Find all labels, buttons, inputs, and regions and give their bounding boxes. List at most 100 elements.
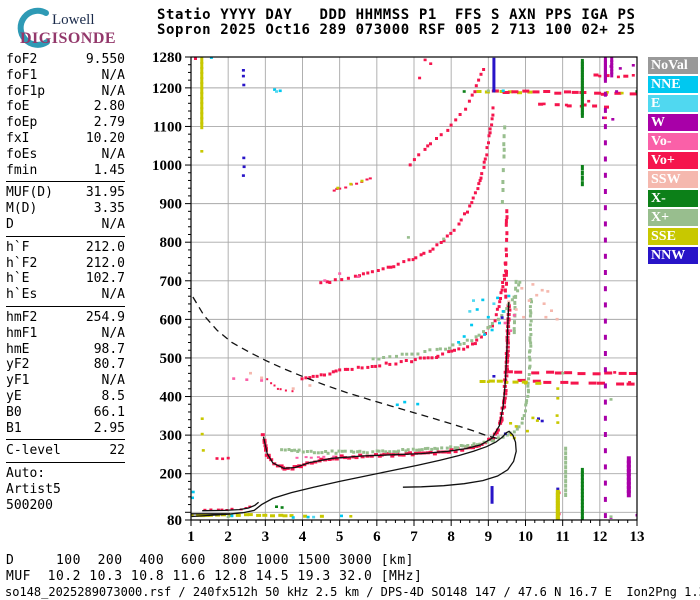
param-row: foEs N/A: [6, 147, 125, 163]
param-separator: [6, 462, 125, 464]
param-value: 98.7: [93, 341, 125, 357]
logo-lowell-text: Lowell: [52, 12, 95, 28]
legend-item-sse: SSE: [648, 228, 698, 245]
param-row: fxI 10.20: [6, 131, 125, 147]
y-tick-label: 80: [167, 513, 182, 529]
y-tick-label: 900: [160, 197, 183, 213]
param-value: 8.5: [101, 388, 125, 404]
x-tick-label: 1: [187, 529, 195, 545]
param-label: h`F: [6, 239, 30, 255]
x-tick-label: 12: [592, 529, 607, 545]
param-value: 102.7: [85, 271, 125, 287]
plot-grid: [191, 57, 637, 520]
param-label: fmin: [6, 162, 38, 178]
param-label: MUF(D): [6, 185, 53, 201]
param-label: hmF1: [6, 325, 38, 341]
param-row: foEp 2.79: [6, 115, 125, 131]
param-separator: [6, 181, 125, 183]
param-row: foF2 9.550: [6, 52, 125, 68]
param-row: foF1p N/A: [6, 84, 125, 100]
header-line-2: Sopron 2025 Oct16 289 073000 RSF 005 2 7…: [157, 22, 636, 38]
logo-swoosh-icon: [17, 7, 50, 48]
y-tick-label: 300: [160, 428, 183, 444]
param-separator: [6, 439, 125, 441]
param-value: 9.550: [85, 52, 125, 67]
param-row: foE 2.80: [6, 99, 125, 115]
analysis-line-true-height-profile: [191, 430, 517, 518]
legend-item-x: X-: [648, 190, 698, 207]
param-row: hmE 98.7: [6, 342, 125, 358]
x-tick-label: 10: [518, 529, 533, 545]
param-value: 10.20: [85, 130, 125, 146]
param-value: N/A: [101, 146, 125, 162]
param-label: fxI: [6, 130, 30, 146]
d-muf-table: D 100 200 400 600 800 1000 1500 3000 [km…: [6, 553, 422, 584]
param-label: foF1: [6, 67, 38, 83]
param-value: 1.45: [93, 162, 125, 178]
analysis-line-fitted-trace: [262, 301, 510, 469]
legend-item-nne: NNE: [648, 76, 698, 93]
param-row: B1 2.95: [6, 421, 125, 437]
ionogram-echo-data: [191, 57, 637, 520]
x-tick-label: 9: [485, 529, 493, 545]
param-row: yE 8.5: [6, 389, 125, 405]
param-row: h`Es N/A: [6, 287, 125, 303]
y-tick-label: 500: [160, 351, 183, 367]
param-label: hmE: [6, 341, 30, 357]
y-tick-label: 400: [160, 390, 183, 406]
autoscaling-info: Auto:: [6, 466, 46, 482]
param-label: foF2: [6, 52, 38, 67]
y-tick-label: 1000: [152, 158, 182, 174]
param-label: D: [6, 216, 14, 232]
param-row: hmF2 254.9: [6, 310, 125, 326]
param-value: N/A: [101, 373, 125, 389]
muf-row: MUF 10.2 10.3 10.8 11.6 12.8 14.5 19.3 3…: [6, 568, 423, 584]
param-row: h`E 102.7: [6, 271, 125, 287]
param-label: h`F2: [6, 255, 38, 271]
param-row: hmF1 N/A: [6, 326, 125, 342]
analysis-line-e-trace-line: [202, 501, 260, 512]
x-tick-label: 8: [447, 529, 455, 545]
param-label: foEp: [6, 115, 38, 131]
param-label: foF1p: [6, 83, 46, 99]
param-label: yF2: [6, 357, 30, 373]
legend-item-w: W: [648, 114, 698, 131]
param-separator: [6, 235, 125, 237]
ionogram-header: Statio YYYY DAY DDD HHMMSS P1 FFS S AXN …: [157, 8, 636, 38]
param-label: h`Es: [6, 287, 38, 303]
param-value: 212.0: [85, 255, 125, 271]
param-value: 3.35: [93, 201, 125, 217]
param-value: 2.79: [93, 115, 125, 131]
param-row: yF2 80.7: [6, 357, 125, 373]
param-row: h`F2 212.0: [6, 256, 125, 272]
legend-item-vo: Vo-: [648, 133, 698, 150]
d-row: D 100 200 400 600 800 1000 1500 3000 [km…: [6, 553, 415, 568]
logo-digisonde-text: DIGISONDE: [20, 30, 117, 47]
param-label: B1: [6, 420, 22, 436]
x-tick-label: 7: [410, 529, 418, 545]
plot-axes: 1 2 3 4 5 6 7 8 9 10 11 12 1312801200110010009008007…: [152, 50, 645, 545]
param-row: foF1 N/A: [6, 68, 125, 84]
param-value: N/A: [101, 325, 125, 341]
x-tick-label: 6: [373, 529, 381, 545]
param-label: foEs: [6, 146, 38, 162]
y-tick-label: 200: [160, 467, 183, 483]
param-row: B0 66.1: [6, 405, 125, 421]
param-label: yF1: [6, 373, 30, 389]
autoscaling-info: 500200: [6, 497, 53, 513]
x-tick-label: 5: [336, 529, 344, 545]
legend-item-x: X+: [648, 209, 698, 226]
autoscaling-info: Artist5: [6, 481, 61, 497]
echo-direction-legend: NoVal NNE E W Vo- Vo+ SSW X- X+ SSE NNW: [648, 57, 698, 266]
header-line-1: Statio YYYY DAY DDD HHMMSS P1 FFS S AXN …: [157, 7, 636, 23]
param-label: C-level: [6, 443, 61, 459]
y-tick-label: 700: [160, 274, 183, 290]
param-label: yE: [6, 388, 22, 404]
param-value: 80.7: [93, 357, 125, 373]
legend-item-noval: NoVal: [648, 57, 698, 74]
lowell-digisonde-logo: Lowell DIGISONDE: [8, 4, 158, 52]
param-value: 212.0: [85, 239, 125, 255]
legend-item-nnw: NNW: [648, 247, 698, 264]
param-separator: [6, 305, 125, 307]
